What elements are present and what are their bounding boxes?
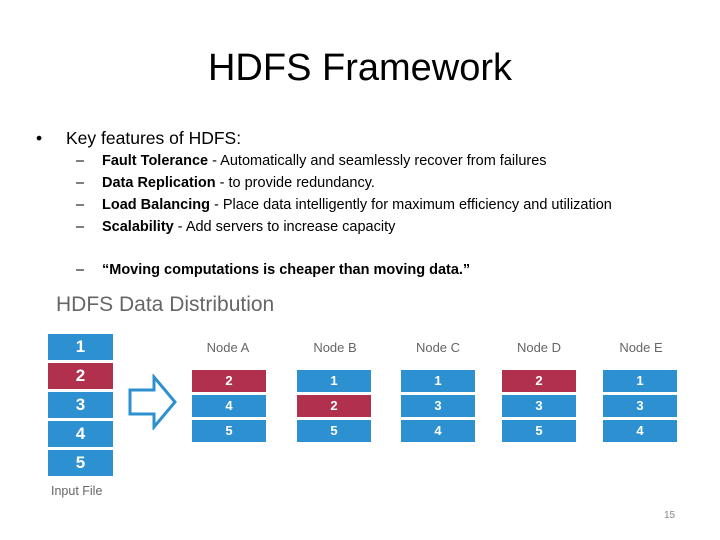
node-b-block: 2 — [297, 395, 371, 417]
sub-bullet-scalability: – Scalability - Add servers to increase c… — [76, 216, 395, 238]
input-block-2: 2 — [48, 363, 113, 389]
node-a-block: 4 — [192, 395, 266, 417]
feature-term: Data Replication — [102, 175, 216, 191]
dash-marker: – — [76, 219, 85, 235]
node-e-block: 3 — [603, 395, 677, 417]
quote-text: “Moving computations is cheaper than mov… — [102, 262, 471, 278]
feature-desc: - to provide redundancy. — [215, 175, 375, 191]
node-a-block: 2 — [192, 370, 266, 392]
node-d-block: 2 — [502, 370, 576, 392]
dash-marker: – — [76, 175, 85, 191]
input-block-3: 3 — [48, 392, 113, 418]
feature-desc: - Place data intelligently for maximum e… — [209, 197, 612, 213]
feature-desc: - Automatically and seamlessly recover f… — [208, 153, 547, 169]
bullet-marker: • — [36, 128, 43, 148]
node-e-block: 1 — [603, 370, 677, 392]
node-c-block: 3 — [401, 395, 475, 417]
input-block-5: 5 — [48, 450, 113, 476]
node-b-block: 1 — [297, 370, 371, 392]
sub-bullet-fault-tolerance: – Fault Tolerance - Automatically and sea… — [76, 150, 547, 172]
input-block-4: 4 — [48, 421, 113, 447]
node-b-label: Node B — [313, 340, 357, 355]
node-d-label: Node D — [516, 340, 562, 355]
bullet-text: Key features of HDFS: — [66, 128, 242, 148]
node-e-label: Node E — [619, 340, 663, 355]
node-b-block: 5 — [297, 420, 371, 442]
sub-bullet-data-replication: – Data Replication - to provide redundanc… — [76, 172, 375, 194]
node-a-block: 5 — [192, 420, 266, 442]
input-file-label: Input File — [51, 484, 103, 498]
slide-title: HDFS Framework — [207, 47, 513, 89]
node-c-label: Node C — [415, 340, 461, 355]
node-c-block: 4 — [401, 420, 475, 442]
feature-term: Load Balancing — [102, 197, 210, 213]
node-d-block: 5 — [502, 420, 576, 442]
sub-bullet-quote: – “Moving computations is cheaper than mo… — [76, 259, 470, 281]
input-block-1: 1 — [48, 334, 113, 360]
node-c-block: 1 — [401, 370, 475, 392]
right-arrow-icon — [128, 374, 177, 430]
dash-marker: – — [76, 197, 85, 213]
feature-desc: - Add servers to increase capacity — [173, 219, 396, 235]
dash-marker: – — [76, 262, 85, 278]
bullet-key-features: • Key features of HDFS: — [36, 127, 241, 149]
diagram-title: HDFS Data Distribution — [56, 293, 275, 316]
feature-term: Fault Tolerance — [102, 153, 209, 169]
sub-bullet-load-balancing: – Load Balancing - Place data intelligent… — [76, 194, 612, 216]
node-e-block: 4 — [603, 420, 677, 442]
dash-marker: – — [76, 153, 85, 169]
node-d-block: 3 — [502, 395, 576, 417]
node-a-label: Node A — [206, 340, 250, 355]
page-number: 15 — [664, 510, 676, 521]
feature-term: Scalability — [102, 219, 174, 235]
